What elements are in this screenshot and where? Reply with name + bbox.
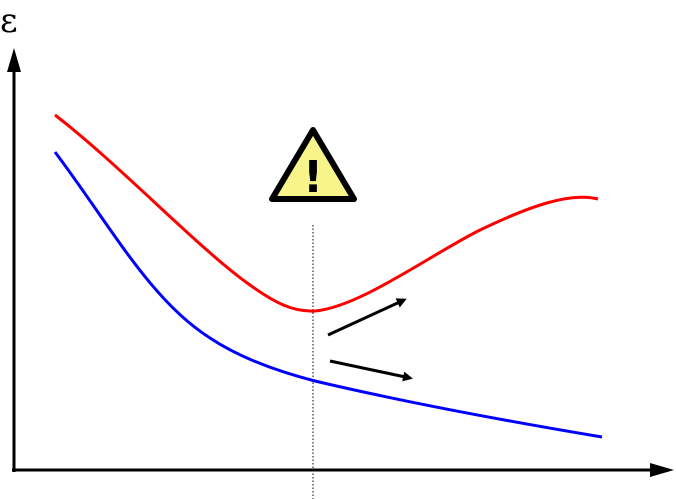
arrow-down-right-icon [329,359,413,382]
warning-symbol: ! [303,152,323,203]
y-axis-arrowhead [7,48,21,72]
warning-triangle-icon: ! [269,127,357,203]
arrow-up-right-icon [327,298,407,337]
x-axis-arrowhead [650,463,674,477]
lower-curve [53,151,603,439]
upper-curve [54,113,599,313]
y-axis-label: ε [0,1,18,41]
